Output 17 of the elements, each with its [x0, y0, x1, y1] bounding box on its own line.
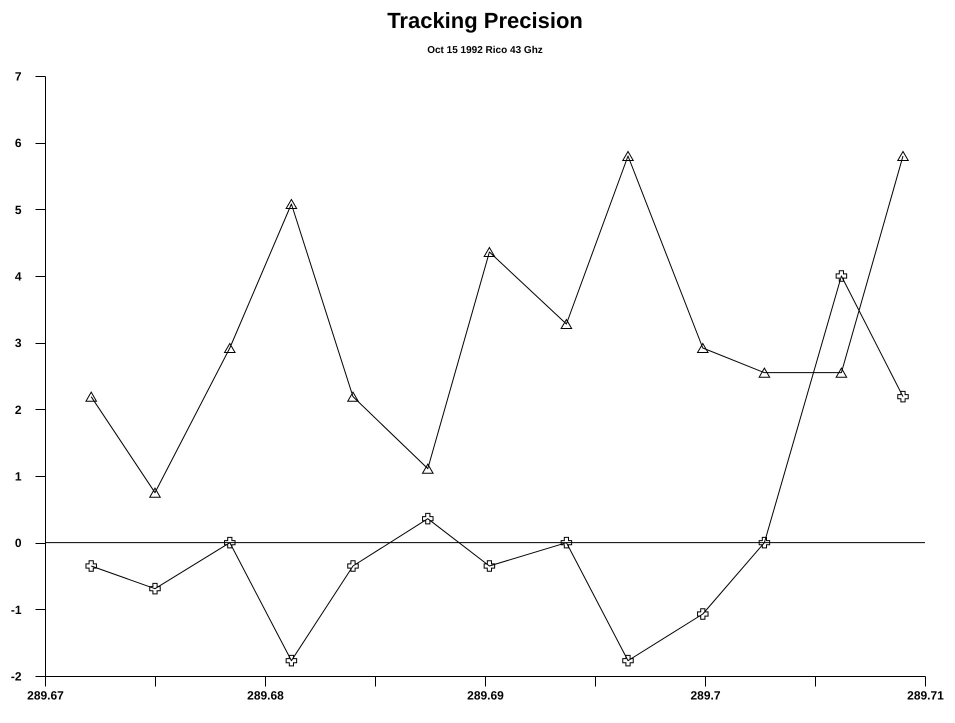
- chart-title: Tracking Precision: [387, 8, 583, 33]
- y-tick-label: 5: [14, 202, 22, 217]
- y-tick-label: 1: [14, 470, 22, 484]
- x-tick-label: 289.69: [467, 688, 504, 702]
- y-tick-label: 3: [14, 336, 22, 350]
- x-tick-label: 289.7: [690, 688, 721, 702]
- x-tick-label: 289.67: [27, 688, 64, 702]
- y-tick-label: 0: [14, 536, 22, 550]
- chart-subtitle: Oct 15 1992 Rico 43 Ghz: [427, 45, 543, 56]
- y-tick-label: -2: [10, 670, 22, 684]
- y-tick-label: 2: [14, 402, 22, 417]
- x-tick-label: 289.68: [247, 688, 284, 702]
- y-tick-label: 7: [14, 70, 22, 84]
- y-tick-label: 4: [14, 270, 22, 284]
- y-tick-label: 6: [14, 136, 22, 150]
- y-tick-label: -1: [10, 602, 22, 617]
- x-tick-label: 289.71: [907, 688, 944, 702]
